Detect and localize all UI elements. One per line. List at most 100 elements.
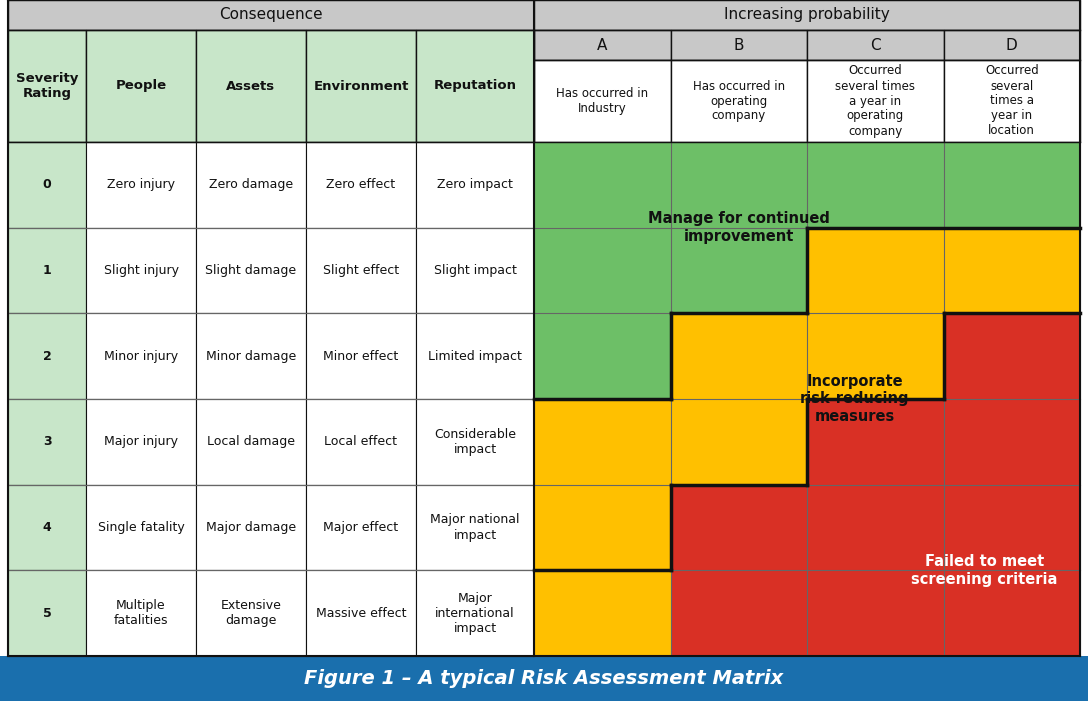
Bar [8,0,534,30]
Bar [807,484,943,571]
Bar [534,60,670,142]
Bar [86,484,196,571]
Text: Extensive
damage: Extensive damage [221,599,282,627]
Bar [807,60,943,142]
Bar [196,484,306,571]
Bar [8,313,86,399]
Text: Has occurred in
Industry: Has occurred in Industry [556,87,648,115]
Text: Zero impact: Zero impact [437,178,512,191]
Bar [416,228,534,313]
Bar [807,313,943,399]
Text: Incorporate
risk-reducing
measures: Incorporate risk-reducing measures [800,374,910,424]
Bar [306,484,416,571]
Text: Major
international
impact: Major international impact [435,592,515,634]
Text: Zero effect: Zero effect [326,178,396,191]
Bar [196,571,306,656]
Text: 3: 3 [42,435,51,449]
Text: Manage for continued
improvement: Manage for continued improvement [647,212,830,244]
Text: C: C [870,37,880,53]
Bar [306,571,416,656]
Bar [670,228,807,313]
Bar [196,313,306,399]
Bar [8,228,86,313]
Bar [807,571,943,656]
Text: Local damage: Local damage [207,435,295,449]
Text: Slight effect: Slight effect [323,264,399,277]
Bar [8,484,86,571]
Text: Major damage: Major damage [206,521,296,534]
Bar [86,313,196,399]
Bar [943,484,1080,571]
Text: Occurred
several times
a year in
operating
company: Occurred several times a year in operati… [836,64,915,137]
Bar [8,399,86,484]
Bar [306,313,416,399]
Bar [534,571,670,656]
Bar [670,484,807,571]
Text: Local effect: Local effect [324,435,397,449]
Text: Figure 1 – A typical Risk Assessment Matrix: Figure 1 – A typical Risk Assessment Mat… [305,669,783,688]
Bar [943,30,1080,60]
Bar [306,399,416,484]
Text: People: People [115,79,166,93]
Bar [807,30,943,60]
Bar [670,399,807,484]
Text: B: B [733,37,744,53]
Text: Reputation: Reputation [433,79,517,93]
Bar [8,571,86,656]
Text: Slight damage: Slight damage [206,264,297,277]
Text: Slight impact: Slight impact [433,264,517,277]
Text: Considerable
impact: Considerable impact [434,428,516,456]
Bar [534,399,670,484]
Text: Increasing probability: Increasing probability [725,8,890,22]
Text: Single fatality: Single fatality [98,521,184,534]
Bar [416,399,534,484]
Text: 0: 0 [42,178,51,191]
Text: Limited impact: Limited impact [428,350,522,362]
Text: Massive effect: Massive effect [316,606,406,620]
Bar [196,399,306,484]
Bar [807,399,943,484]
Text: 4: 4 [42,521,51,534]
Bar [86,142,196,228]
Bar [807,228,943,313]
Text: Minor effect: Minor effect [323,350,398,362]
Bar [943,571,1080,656]
Bar [534,0,1080,30]
Bar [534,313,670,399]
Text: Multiple
fatalities: Multiple fatalities [114,599,169,627]
Bar [416,571,534,656]
Text: 5: 5 [42,606,51,620]
Bar [86,228,196,313]
Bar [670,30,807,60]
Bar [670,313,807,399]
Text: Consequence: Consequence [219,8,323,22]
Text: Major injury: Major injury [104,435,178,449]
Bar [534,228,670,313]
Text: Major national
impact: Major national impact [430,514,520,541]
Bar [943,142,1080,228]
Text: Assets: Assets [226,79,275,93]
Bar [8,142,86,228]
Bar [534,142,670,228]
Bar [534,30,670,60]
Bar [943,399,1080,484]
Text: 2: 2 [42,350,51,362]
Bar [8,30,86,142]
Text: Environment: Environment [313,79,409,93]
Bar [670,142,807,228]
Text: Occurred
several
times a
year in
location: Occurred several times a year in locatio… [985,64,1039,137]
Text: 1: 1 [42,264,51,277]
Text: Slight injury: Slight injury [103,264,178,277]
Bar [670,60,807,142]
Bar [416,484,534,571]
Bar [943,60,1080,142]
Text: Major effect: Major effect [323,521,398,534]
Text: Minor damage: Minor damage [206,350,296,362]
Text: Zero damage: Zero damage [209,178,293,191]
Bar [196,142,306,228]
Text: Failed to meet
screening criteria: Failed to meet screening criteria [912,554,1058,587]
Text: Minor injury: Minor injury [104,350,178,362]
Bar [670,571,807,656]
Bar [86,571,196,656]
Bar [943,228,1080,313]
